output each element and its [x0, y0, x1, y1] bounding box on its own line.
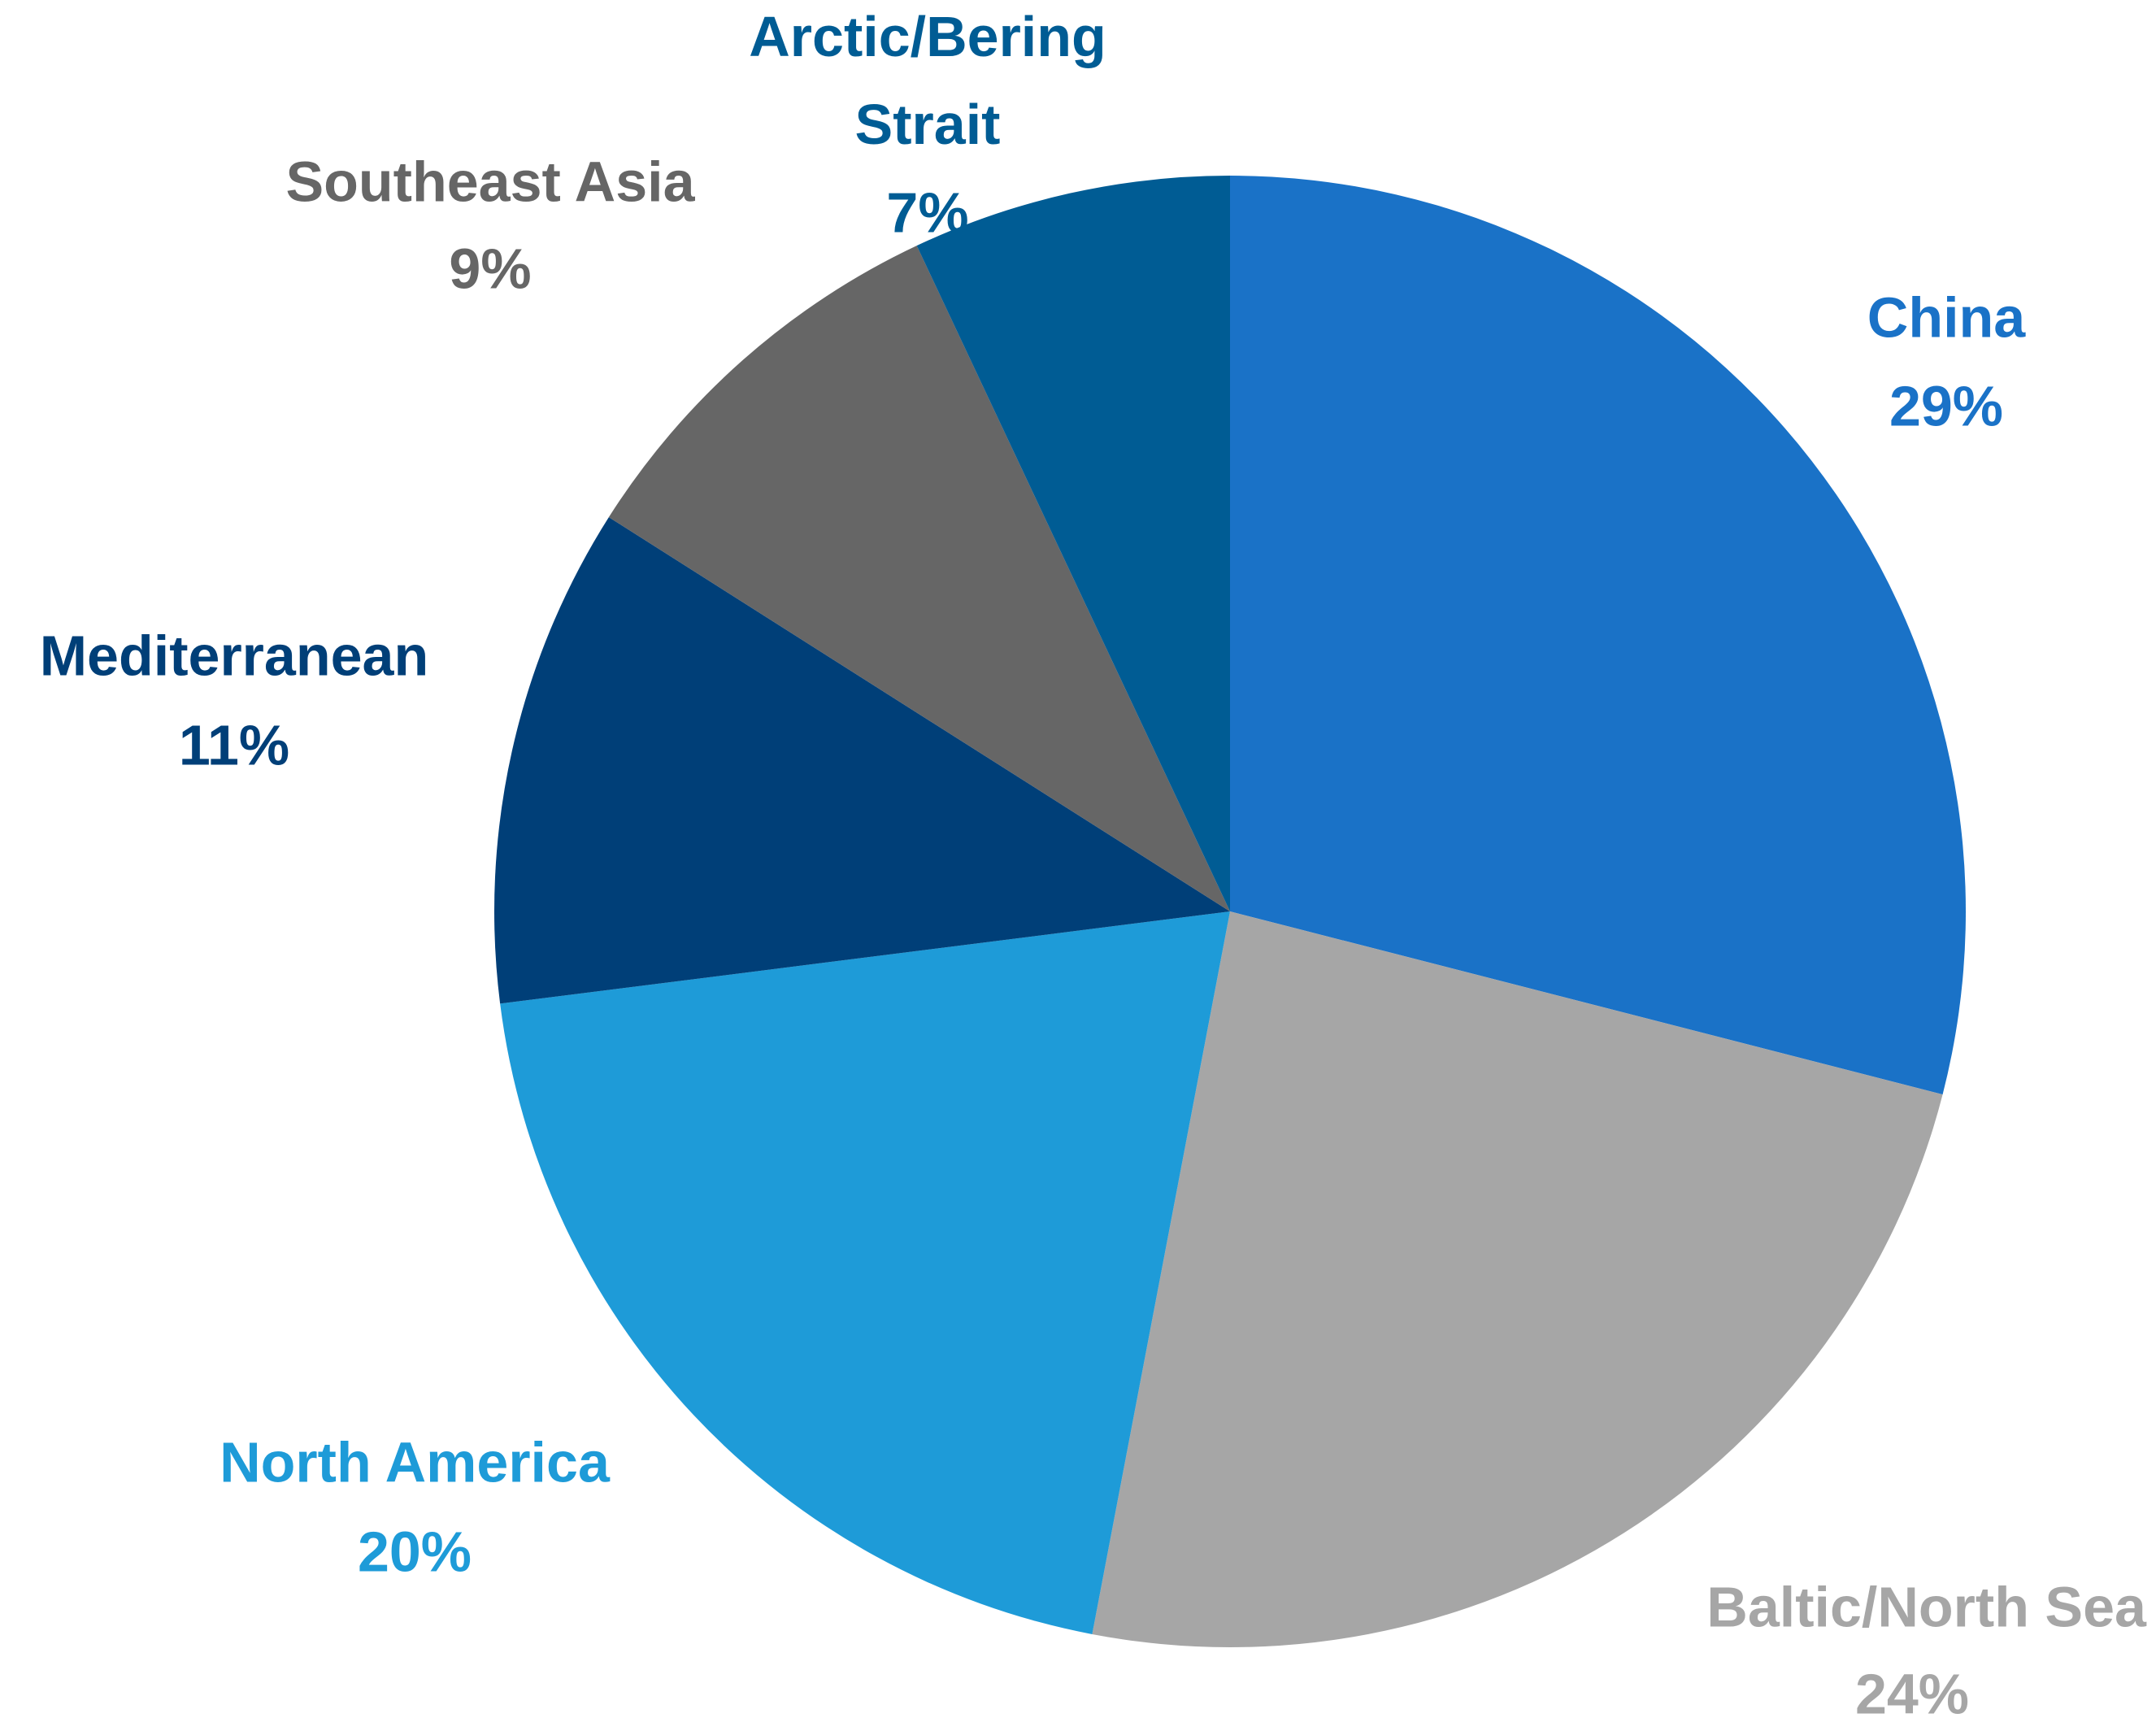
slice-label: Arctic/Bering Strait	[749, 5, 1106, 156]
pie-slice	[1092, 911, 1943, 1647]
value-label: 9%	[449, 237, 531, 300]
pie-slice	[493, 517, 1230, 1004]
value-label: 20%	[358, 1520, 472, 1583]
pie-slice	[608, 246, 1230, 911]
slice-label: North America	[220, 1430, 611, 1494]
value-label: 24%	[1855, 1662, 1969, 1725]
pie-slice	[916, 176, 1230, 911]
value-label: 11%	[179, 713, 289, 776]
pie-slice	[1230, 176, 1966, 1095]
slice-label: Mediterranean	[40, 624, 428, 687]
slice-label: Baltic/North Sea	[1706, 1575, 2147, 1638]
slice-label: Southeast Asia	[285, 150, 695, 213]
value-label: 29%	[1889, 374, 2003, 437]
pie-slice	[500, 911, 1230, 1634]
value-label: 7%	[886, 180, 968, 244]
slice-label: China	[1867, 285, 2027, 349]
